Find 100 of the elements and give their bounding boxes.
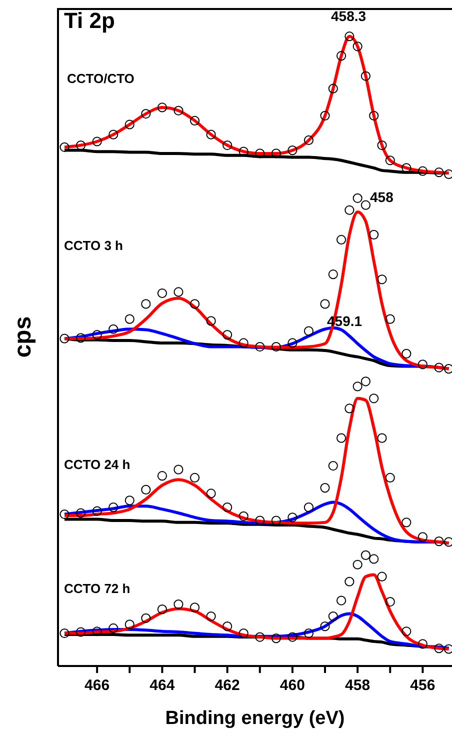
point	[344, 576, 354, 586]
point	[418, 166, 428, 176]
point	[360, 376, 371, 386]
point	[206, 316, 216, 326]
point	[271, 516, 281, 526]
point	[157, 288, 167, 298]
point	[222, 622, 232, 632]
point	[360, 200, 371, 210]
point	[255, 632, 265, 642]
point	[336, 234, 346, 245]
point	[344, 32, 354, 42]
point	[434, 362, 444, 372]
point	[418, 360, 428, 370]
point	[385, 596, 395, 607]
point	[320, 299, 330, 309]
point	[271, 148, 281, 158]
point	[174, 599, 184, 610]
point	[124, 620, 134, 630]
x-tick-label: 462	[214, 677, 240, 694]
point	[320, 483, 330, 493]
point	[92, 330, 102, 340]
point	[108, 130, 118, 140]
point	[255, 342, 265, 352]
x-tick-label: 466	[84, 677, 110, 694]
point	[190, 299, 200, 309]
text: Ti 2p	[64, 8, 115, 33]
point	[369, 230, 379, 240]
point	[360, 550, 371, 560]
point	[157, 102, 167, 112]
point	[238, 628, 248, 638]
point	[444, 537, 452, 547]
point	[320, 622, 330, 632]
x-tick-label: 458	[345, 677, 370, 694]
x-tick-label: 460	[280, 677, 305, 694]
point	[352, 560, 362, 570]
point	[402, 518, 412, 528]
point	[222, 502, 232, 512]
text: 458.3	[331, 8, 366, 24]
point	[271, 633, 281, 644]
point	[190, 602, 200, 612]
point	[60, 509, 70, 520]
point	[360, 71, 371, 81]
point	[174, 287, 184, 297]
point	[76, 627, 86, 637]
point	[222, 330, 232, 340]
point	[124, 314, 134, 324]
point	[336, 51, 346, 61]
point	[206, 488, 216, 498]
point	[238, 511, 248, 521]
point	[60, 334, 70, 344]
point	[288, 632, 298, 642]
point	[352, 193, 362, 203]
point	[92, 626, 102, 636]
point	[141, 108, 151, 119]
point	[385, 314, 395, 324]
point	[402, 348, 412, 358]
point	[238, 338, 248, 348]
point	[288, 146, 298, 156]
annotation: CCTO 72 h	[64, 581, 130, 596]
point	[174, 106, 184, 116]
point	[336, 433, 346, 443]
point	[369, 394, 379, 404]
point	[206, 611, 216, 622]
point	[344, 404, 354, 414]
point	[385, 472, 395, 483]
point	[206, 130, 216, 140]
point	[304, 326, 314, 336]
point	[434, 168, 444, 178]
point	[255, 516, 265, 526]
point	[271, 342, 281, 352]
point	[157, 471, 167, 481]
point	[108, 502, 118, 512]
point	[434, 536, 444, 546]
point	[377, 274, 387, 284]
point	[444, 169, 452, 180]
point	[344, 205, 354, 215]
point	[222, 140, 232, 150]
y-axis-title: cps	[10, 316, 37, 358]
point	[124, 496, 134, 506]
point	[92, 506, 102, 516]
point	[377, 572, 387, 582]
annotation: CCTO 3 h	[64, 238, 123, 253]
point	[320, 110, 330, 120]
point	[369, 110, 379, 120]
point	[328, 460, 338, 471]
x-tick-label: 464	[150, 677, 176, 694]
point	[444, 364, 452, 374]
point	[418, 532, 428, 542]
point	[255, 148, 265, 158]
annotation: 458	[370, 189, 394, 205]
point	[377, 433, 387, 443]
x-axis-title: Binding energy (eV)	[165, 708, 345, 729]
point	[304, 628, 314, 638]
point	[288, 512, 298, 522]
x-tick-label: 456	[410, 677, 436, 694]
point	[385, 156, 395, 166]
point	[304, 135, 314, 146]
point	[336, 596, 346, 606]
point	[92, 136, 102, 146]
point	[60, 628, 70, 638]
